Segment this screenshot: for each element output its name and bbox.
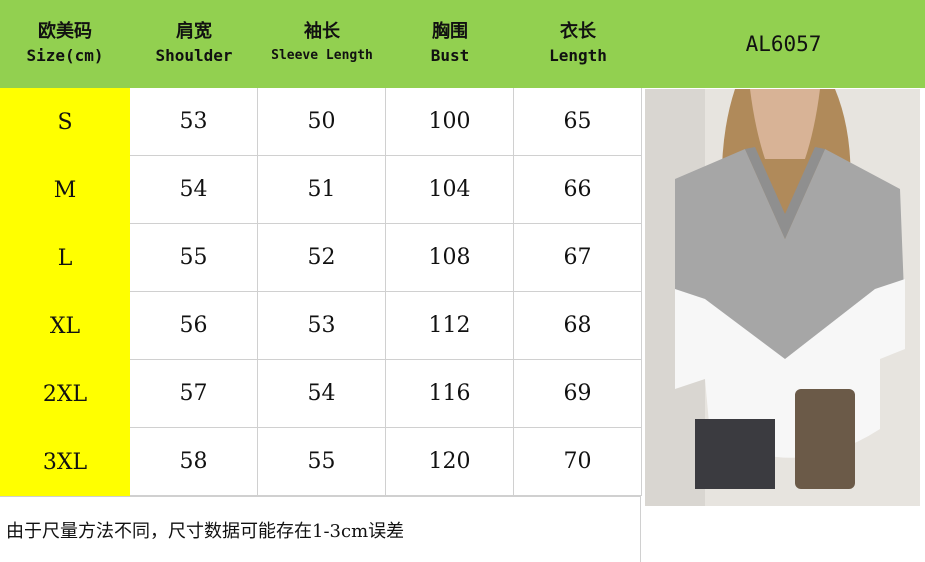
cell-length: 69 <box>514 360 642 428</box>
product-photo <box>645 89 920 506</box>
cell-shoulder: 54 <box>130 156 258 224</box>
table-row: M 54 51 104 66 <box>0 156 642 224</box>
header-length-zh: 衣长 <box>560 21 596 42</box>
header-size: 欧美码 Size(cm) <box>0 0 130 88</box>
header-size-zh: 欧美码 <box>38 21 92 42</box>
table-row: 2XL 57 54 116 69 <box>0 360 642 428</box>
cell-length: 68 <box>514 292 642 360</box>
header-bust: 胸围 Bust <box>386 0 514 88</box>
cell-size: S <box>0 88 130 156</box>
cell-size: L <box>0 224 130 292</box>
cell-sleeve: 53 <box>258 292 386 360</box>
cell-length: 70 <box>514 428 642 496</box>
cell-shoulder: 58 <box>130 428 258 496</box>
cell-sleeve: 51 <box>258 156 386 224</box>
header-size-en: Size(cm) <box>26 46 104 65</box>
cell-bust: 120 <box>386 428 514 496</box>
footer-note: 由于尺量方法不同，尺寸数据可能存在1-3cm误差 <box>0 496 641 562</box>
cell-sleeve: 55 <box>258 428 386 496</box>
header-sleeve-en: Sleeve Length <box>271 48 373 63</box>
cell-size: 3XL <box>0 428 130 496</box>
cell-bust: 100 <box>386 88 514 156</box>
cell-length: 67 <box>514 224 642 292</box>
cell-bust: 104 <box>386 156 514 224</box>
cell-shoulder: 55 <box>130 224 258 292</box>
cell-length: 66 <box>514 156 642 224</box>
table-row: 3XL 58 55 120 70 <box>0 428 642 496</box>
header-sleeve-zh: 袖长 <box>304 21 340 42</box>
header-sleeve: 袖长 Sleeve Length <box>258 0 386 88</box>
header-bust-zh: 胸围 <box>432 21 468 42</box>
cell-size: XL <box>0 292 130 360</box>
table-header: 欧美码 Size(cm) 肩宽 Shoulder 袖长 Sleeve Lengt… <box>0 0 925 88</box>
model-number-text: AL6057 <box>745 32 822 56</box>
header-shoulder-zh: 肩宽 <box>176 21 212 42</box>
footer-note-text: 由于尺量方法不同，尺寸数据可能存在1-3cm误差 <box>6 520 405 542</box>
cell-sleeve: 52 <box>258 224 386 292</box>
table-row: S 53 50 100 65 <box>0 88 642 156</box>
cell-shoulder: 56 <box>130 292 258 360</box>
cell-bust: 108 <box>386 224 514 292</box>
cell-length: 65 <box>514 88 642 156</box>
cell-sleeve: 54 <box>258 360 386 428</box>
cell-bust: 112 <box>386 292 514 360</box>
table-row: L 55 52 108 67 <box>0 224 642 292</box>
header-length-en: Length <box>549 46 607 65</box>
header-bust-en: Bust <box>430 46 470 65</box>
header-length: 衣长 Length <box>514 0 642 88</box>
header-shoulder-en: Shoulder <box>155 46 233 65</box>
cell-bust: 116 <box>386 360 514 428</box>
table-row: XL 56 53 112 68 <box>0 292 642 360</box>
model-number: AL6057 <box>642 0 925 88</box>
cell-size: M <box>0 156 130 224</box>
cell-shoulder: 53 <box>130 88 258 156</box>
header-shoulder: 肩宽 Shoulder <box>130 0 258 88</box>
cell-sleeve: 50 <box>258 88 386 156</box>
cell-size: 2XL <box>0 360 130 428</box>
cell-shoulder: 57 <box>130 360 258 428</box>
